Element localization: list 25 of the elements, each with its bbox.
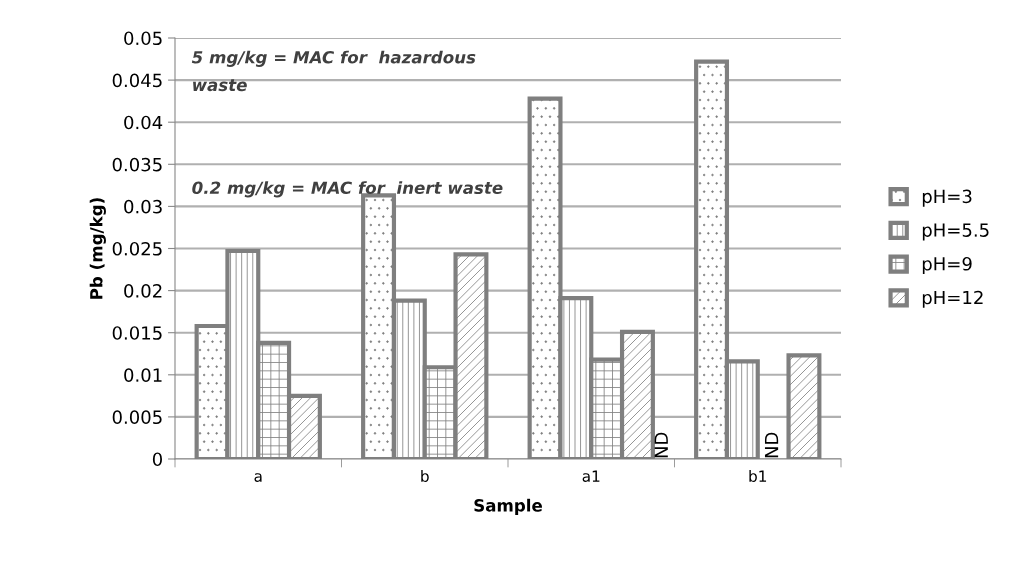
annotation: ND bbox=[654, 432, 668, 458]
y-tick-label: 0.05 bbox=[124, 31, 162, 46]
x-tick-label: a1 bbox=[582, 470, 600, 482]
legend-label: pH=3 bbox=[922, 189, 972, 207]
legend-label: pH=12 bbox=[922, 290, 983, 308]
y-tick-label: 0.015 bbox=[112, 326, 162, 340]
y-tick-label: 0.005 bbox=[112, 410, 162, 425]
y-tick-label: 0.035 bbox=[112, 157, 162, 172]
y-tick-label: 0.04 bbox=[124, 115, 163, 130]
y-tick-label: 0.045 bbox=[112, 73, 162, 88]
x-tick-label: a bbox=[254, 473, 262, 482]
annotation: 0.2 mg/kg = MAC for inert waste bbox=[192, 181, 503, 198]
y-tick-label: 0.03 bbox=[124, 199, 162, 214]
y-tick-label: 0.02 bbox=[124, 284, 162, 298]
annotation: 5 mg/kg = MAC for hazardous waste bbox=[191, 50, 476, 92]
x-tick-label: b bbox=[421, 470, 429, 482]
y-tick-label: 0 bbox=[152, 452, 162, 467]
legend-label: pH=5.5 bbox=[922, 223, 989, 241]
text: ND bbox=[764, 432, 779, 458]
x-axis-title: Sample bbox=[474, 498, 542, 515]
y-tick-label: 0.01 bbox=[124, 368, 162, 382]
y-tick-label: 0.025 bbox=[112, 241, 162, 256]
y-axis-title: Pb (mg/kg) bbox=[89, 198, 106, 299]
x-tick-label: b1 bbox=[749, 470, 767, 482]
legend-label: pH=9 bbox=[922, 256, 972, 275]
